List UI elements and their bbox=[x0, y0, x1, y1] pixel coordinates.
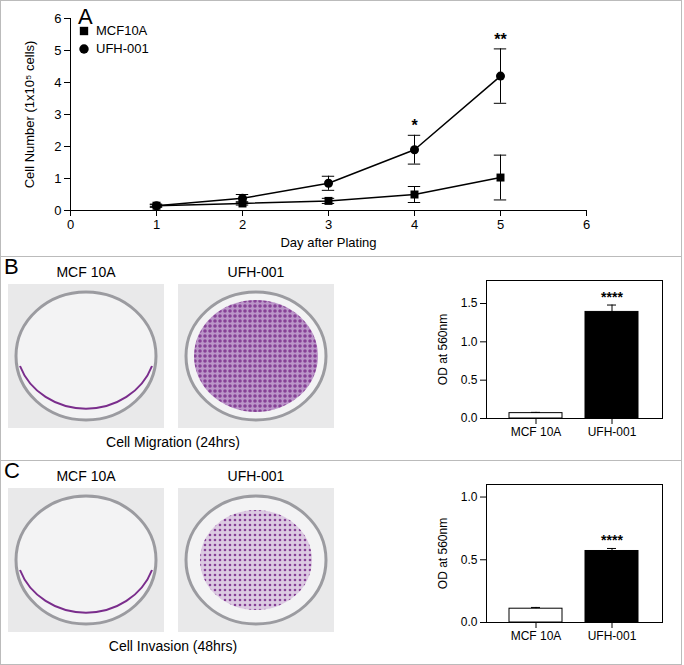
svg-text:3: 3 bbox=[54, 107, 61, 122]
svg-text:****: **** bbox=[601, 532, 623, 548]
svg-text:0.0: 0.0 bbox=[461, 411, 478, 425]
svg-text:0: 0 bbox=[67, 217, 74, 232]
svg-text:Cell Number (1x10⁵ cells): Cell Number (1x10⁵ cells) bbox=[22, 41, 37, 189]
svg-text:5: 5 bbox=[497, 217, 504, 232]
svg-text:UFH-001: UFH-001 bbox=[588, 425, 637, 439]
svg-text:0.5: 0.5 bbox=[461, 373, 478, 387]
svg-text:0.0: 0.0 bbox=[461, 615, 478, 629]
svg-text:0.5: 0.5 bbox=[461, 553, 478, 567]
html-text:MCF 10A: MCF 10A bbox=[56, 264, 116, 280]
svg-text:Day after Plating: Day after Plating bbox=[280, 235, 376, 250]
html-text:UFH-001: UFH-001 bbox=[227, 468, 285, 484]
html-text:UFH-001: UFH-001 bbox=[227, 264, 285, 280]
svg-text:5: 5 bbox=[54, 43, 61, 58]
svg-text:UFH-001: UFH-001 bbox=[588, 629, 637, 643]
svg-text:2: 2 bbox=[239, 217, 246, 232]
svg-text:OD at 560nm: OD at 560nm bbox=[436, 314, 450, 385]
svg-text:1.5: 1.5 bbox=[461, 296, 478, 310]
html-text:MCF 10A: MCF 10A bbox=[56, 468, 116, 484]
html-text:UFH-001: UFH-001 bbox=[96, 41, 149, 56]
svg-text:1.0: 1.0 bbox=[461, 490, 478, 504]
html-text:A: A bbox=[78, 4, 93, 29]
svg-text:1: 1 bbox=[54, 171, 61, 186]
html-text:Cell Invasion (48hrs): Cell Invasion (48hrs) bbox=[108, 638, 238, 654]
svg-text:6: 6 bbox=[583, 217, 590, 232]
html-text:C: C bbox=[4, 458, 20, 483]
svg-text:*: * bbox=[411, 117, 418, 134]
svg-text:0: 0 bbox=[54, 203, 61, 218]
svg-text:1: 1 bbox=[153, 217, 160, 232]
html-text:MCF10A: MCF10A bbox=[96, 23, 148, 38]
svg-text:****: **** bbox=[601, 289, 623, 305]
svg-text:4: 4 bbox=[54, 75, 61, 90]
svg-text:MCF 10A: MCF 10A bbox=[511, 629, 562, 643]
html-text:Cell Migration (24hrs): Cell Migration (24hrs) bbox=[106, 434, 240, 450]
svg-text:**: ** bbox=[494, 31, 507, 48]
svg-text:2: 2 bbox=[54, 139, 61, 154]
svg-text:3: 3 bbox=[325, 217, 332, 232]
svg-text:OD at 560nm: OD at 560nm bbox=[436, 518, 450, 589]
svg-text:6: 6 bbox=[54, 11, 61, 26]
html-text:B: B bbox=[4, 254, 19, 279]
svg-text:4: 4 bbox=[411, 217, 418, 232]
svg-text:MCF 10A: MCF 10A bbox=[511, 425, 562, 439]
svg-text:1.0: 1.0 bbox=[461, 335, 478, 349]
